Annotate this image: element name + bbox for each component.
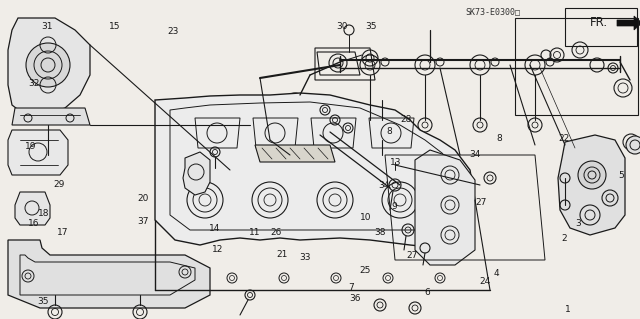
Polygon shape [12, 108, 90, 125]
Text: 35: 35 [38, 297, 49, 306]
Text: 4: 4 [494, 269, 499, 278]
Text: 22: 22 [559, 134, 570, 143]
Text: 34: 34 [469, 150, 481, 159]
Text: 26: 26 [271, 228, 282, 237]
Text: 19: 19 [25, 142, 36, 151]
Text: 1: 1 [566, 305, 571, 314]
Text: 5: 5 [618, 171, 623, 180]
Polygon shape [617, 16, 640, 30]
Bar [565, 8, 637, 46]
Polygon shape [15, 192, 50, 225]
Text: 6: 6 [425, 288, 430, 297]
Text: 33: 33 [299, 253, 310, 262]
Circle shape [578, 161, 606, 189]
Text: 11: 11 [249, 228, 260, 237]
Text: 36: 36 [349, 294, 361, 303]
Text: 7: 7 [348, 283, 353, 292]
Text: 9: 9 [392, 202, 397, 211]
Text: 8: 8 [497, 134, 502, 143]
Text: 18: 18 [38, 209, 49, 218]
Polygon shape [8, 18, 90, 115]
Text: 31: 31 [41, 22, 52, 31]
Text: 27: 27 [476, 198, 487, 207]
Text: 32: 32 [28, 79, 40, 88]
Text: 27: 27 [406, 251, 418, 260]
Text: 15: 15 [109, 22, 121, 31]
Polygon shape [558, 135, 625, 235]
Text: 20: 20 [138, 194, 149, 203]
Text: 38: 38 [374, 228, 386, 237]
Text: 17: 17 [57, 228, 68, 237]
Text: 34: 34 [378, 182, 390, 190]
Circle shape [626, 136, 640, 154]
Text: 35: 35 [365, 22, 377, 31]
Text: 8: 8 [387, 127, 392, 136]
Text: 28: 28 [401, 115, 412, 124]
Text: 3: 3 [576, 219, 581, 228]
Text: 37: 37 [138, 217, 149, 226]
Circle shape [26, 43, 70, 87]
Text: 21: 21 [276, 250, 287, 259]
Text: 30: 30 [337, 22, 348, 31]
Text: 25: 25 [359, 266, 371, 275]
Text: 2: 2 [562, 234, 567, 243]
Text: 29: 29 [54, 180, 65, 189]
Text: 13: 13 [390, 158, 401, 167]
Polygon shape [183, 152, 210, 195]
Text: 16: 16 [28, 219, 39, 228]
Text: FR.: FR. [590, 17, 608, 29]
Polygon shape [8, 130, 68, 175]
Polygon shape [8, 240, 210, 308]
Text: 24: 24 [479, 277, 491, 286]
Text: 12: 12 [212, 245, 223, 254]
Polygon shape [155, 93, 475, 248]
Text: 10: 10 [360, 213, 372, 222]
Polygon shape [255, 145, 335, 162]
Text: 23: 23 [167, 27, 179, 36]
Text: SK73-E0300□: SK73-E0300□ [465, 8, 520, 17]
Text: 14: 14 [209, 224, 221, 233]
Polygon shape [415, 150, 475, 265]
